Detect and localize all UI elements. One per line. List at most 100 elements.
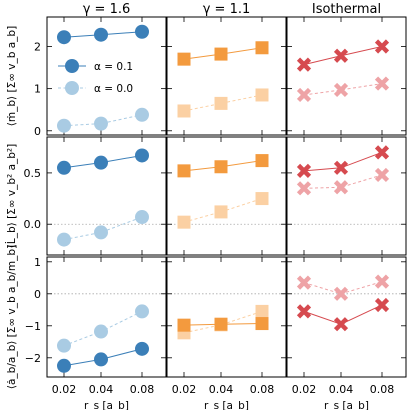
data-point <box>135 210 149 225</box>
series-line-alpha-0.0 <box>183 198 263 223</box>
y-tick-label: 1 <box>34 256 41 269</box>
legend-marker <box>65 81 79 95</box>
data-point <box>94 27 108 42</box>
data-point <box>214 317 228 331</box>
data-point <box>214 205 228 219</box>
data-point <box>135 304 149 319</box>
panel-frame <box>46 256 167 378</box>
panel-r2-c0 <box>46 256 167 378</box>
data-point <box>333 48 349 63</box>
panel-r1-c2 <box>286 136 407 256</box>
data-point <box>374 145 390 160</box>
data-point <box>94 324 108 339</box>
data-point <box>177 52 191 66</box>
legend-label: α = 0.0 <box>94 83 133 95</box>
data-point <box>57 30 71 45</box>
x-tick-label: 0.08 <box>130 383 155 396</box>
data-point <box>374 39 390 54</box>
series-line-alpha-0.0 <box>183 310 263 334</box>
x-tick-label: 0.08 <box>250 383 275 396</box>
data-point <box>296 57 312 72</box>
data-point <box>296 163 312 178</box>
data-point <box>214 47 228 61</box>
data-point <box>296 275 312 290</box>
data-point <box>333 286 349 301</box>
data-point <box>333 160 349 175</box>
data-point <box>333 317 349 332</box>
data-point <box>94 352 108 367</box>
panel-r2-c2 <box>286 256 407 378</box>
data-point <box>333 180 349 195</box>
panel-frame <box>166 16 287 136</box>
data-point <box>374 297 390 313</box>
legend-marker <box>65 59 79 73</box>
panel-frame <box>46 136 167 256</box>
panel-r0-c1 <box>166 16 287 136</box>
data-point <box>94 155 108 170</box>
y-tick-label: 1 <box>34 83 41 96</box>
x-tick-label: 0.04 <box>89 383 114 396</box>
y-tick-label: 0.0 <box>24 218 42 231</box>
column-title-1: γ = 1.1 <box>203 2 251 17</box>
data-point <box>177 164 191 178</box>
y-tick-label: 0.5 <box>24 167 42 180</box>
series-line-alpha-0.0 <box>63 216 143 241</box>
data-point <box>296 87 312 103</box>
data-point <box>57 160 71 175</box>
data-point <box>214 160 228 174</box>
data-point <box>214 96 228 110</box>
panel-frame <box>286 256 407 378</box>
series-line-alpha-0.0 <box>63 114 143 127</box>
legend-label: α = 0.1 <box>94 61 133 73</box>
y-axis-label-row-1: ⟨L̇_b⟩ [Σ∞ v_b² a_b²] <box>5 144 18 248</box>
x-tick-label: 0.02 <box>292 383 317 396</box>
data-point <box>255 304 269 318</box>
data-point <box>135 24 149 39</box>
data-point <box>57 358 71 373</box>
data-point <box>255 88 269 102</box>
y-tick-label: 2 <box>34 41 41 54</box>
x-axis-label: r_s [a_b] <box>204 400 249 410</box>
x-tick-label: 0.02 <box>52 383 77 396</box>
y-tick-label: 0 <box>34 125 41 138</box>
x-tick-label: 0.02 <box>172 383 197 396</box>
x-axis-label: r_s [a_b] <box>84 400 129 410</box>
column-title-2: Isothermal <box>312 2 381 17</box>
y-axis-label-row-2: ⟨ȧ_b/a_b⟩ [Σ∞ v_b a_b/m_b] <box>6 245 18 389</box>
panel-frame <box>166 256 287 378</box>
panel-r0-c0 <box>46 16 167 136</box>
y-tick-label: −2 <box>25 352 41 365</box>
data-point <box>57 338 71 353</box>
data-point <box>177 318 191 332</box>
data-point <box>94 225 108 240</box>
data-point <box>177 104 191 118</box>
column-title-0: γ = 1.6 <box>83 2 131 17</box>
data-point <box>255 317 269 331</box>
panel-frame <box>46 16 167 136</box>
data-point <box>135 107 149 122</box>
data-point <box>135 148 149 163</box>
data-point <box>177 215 191 229</box>
panel-r1-c1 <box>166 136 287 256</box>
data-point <box>57 232 71 247</box>
legend: α = 0.1 α = 0.0 <box>58 59 133 95</box>
panel-frame <box>166 136 287 256</box>
x-tick-label: 0.08 <box>370 383 395 396</box>
y-axis-label-row-0: ⟨ṁ_b⟩ [Σ∞ v_b a_b] <box>6 26 18 126</box>
y-tick-label: 0 <box>34 288 41 301</box>
data-point <box>255 154 269 168</box>
data-point <box>296 181 312 196</box>
data-point <box>94 116 108 131</box>
y-tick-label: −1 <box>25 320 41 333</box>
series-line-alpha-0.0 <box>303 174 383 189</box>
data-point <box>255 192 269 206</box>
data-point <box>374 274 390 289</box>
x-tick-label: 0.04 <box>209 383 234 396</box>
panel-frame <box>286 16 407 136</box>
data-point <box>296 304 312 319</box>
data-point <box>374 167 390 183</box>
series-line-alpha-0.0 <box>303 83 383 96</box>
panel-frame <box>286 136 407 256</box>
